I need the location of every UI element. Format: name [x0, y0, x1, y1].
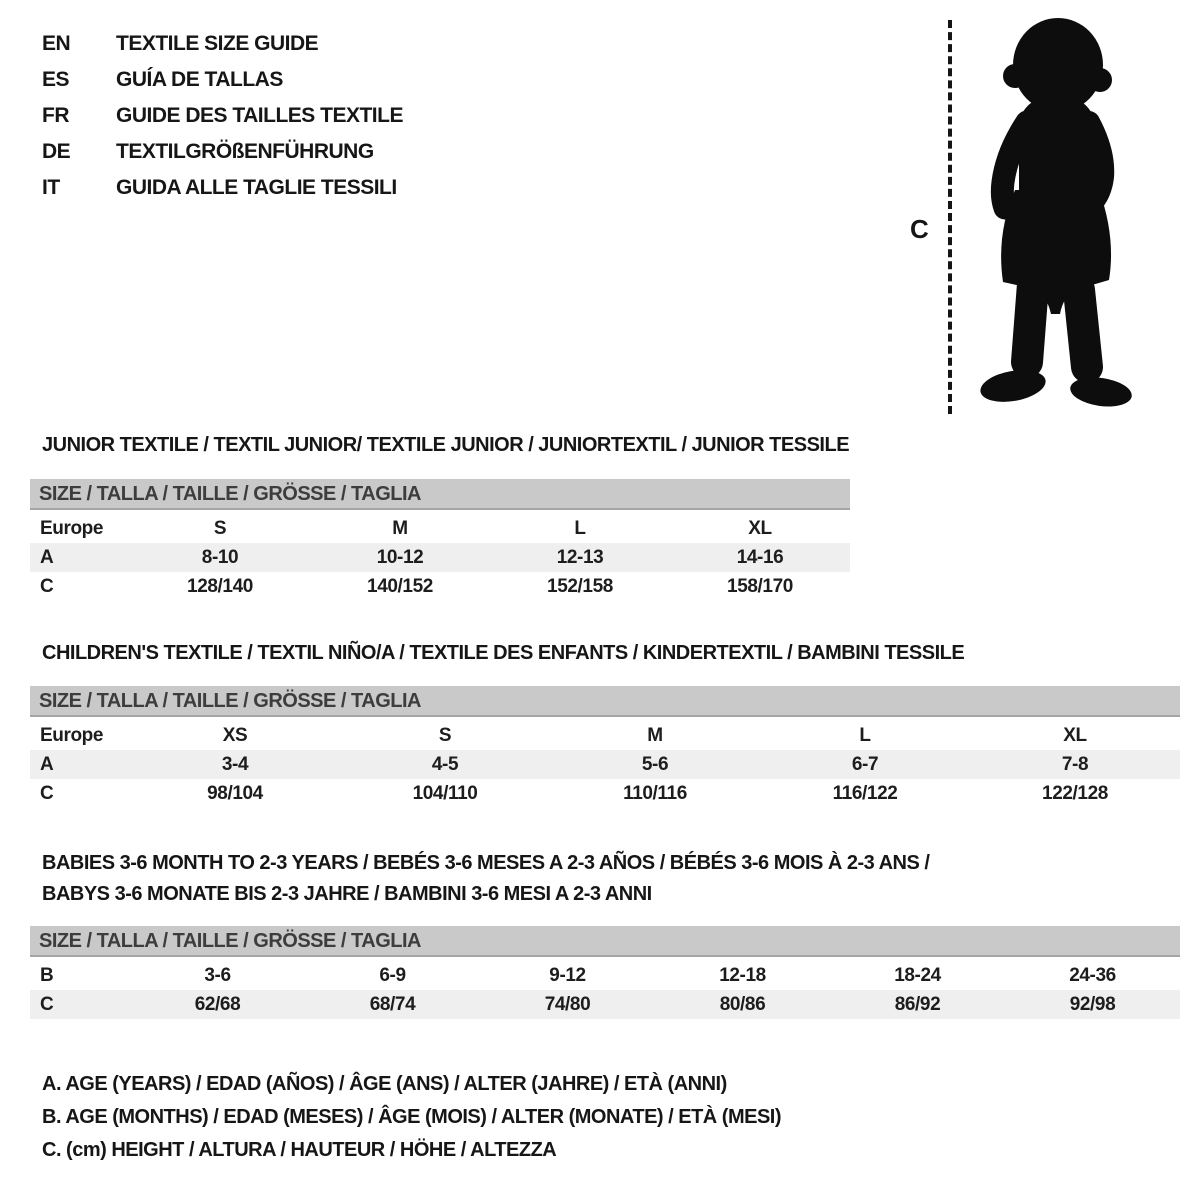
table-cell: 98/104 — [207, 782, 263, 804]
table-cell: 86/92 — [894, 993, 941, 1015]
size-header-bar: SIZE / TALLA / TAILLE / GRÖSSE / TAGLIA — [30, 926, 1180, 957]
table-cell: M — [647, 724, 663, 746]
height-measure-line — [948, 20, 952, 414]
language-row-de: DE TEXTILGRÖßENFÜHRUNG — [42, 134, 403, 170]
table-cell: 62/68 — [194, 993, 241, 1015]
children-table-block: SIZE / TALLA / TAILLE / GRÖSSE / TAGLIA … — [30, 686, 1180, 808]
legend-line-c: C. (cm) HEIGHT / ALTURA / HAUTEUR / HÖHE… — [42, 1139, 557, 1161]
row-label: Europe — [40, 724, 104, 746]
table-cell: 18-24 — [894, 964, 941, 986]
measurement-legend: A. AGE (YEARS) / EDAD (AÑOS) / ÂGE (ANS)… — [42, 1068, 782, 1167]
language-title: GUIDA ALLE TAGLIE TESSILI — [116, 176, 397, 199]
language-row-it: IT GUIDA ALLE TAGLIE TESSILI — [42, 170, 403, 206]
table-cell: 7-8 — [1061, 753, 1089, 775]
table-cell: 152/158 — [547, 575, 613, 597]
row-label: B — [40, 964, 54, 986]
table-row-height: C 62/68 68/74 74/80 80/86 86/92 92/98 — [30, 990, 1180, 1019]
table-cell: 74/80 — [544, 993, 591, 1015]
table-cell: 140/152 — [367, 575, 433, 597]
babies-heading-line2: BABYS 3-6 MONATE BIS 2-3 JAHRE / BAMBINI… — [42, 883, 652, 905]
legend-line-a: A. AGE (YEARS) / EDAD (AÑOS) / ÂGE (ANS)… — [42, 1073, 727, 1095]
children-size-table: Europe XS S M L XL A 3-4 4-5 5-6 6-7 7-8… — [30, 721, 1180, 808]
table-cell: 14-16 — [736, 546, 784, 568]
table-cell: 3-6 — [204, 964, 231, 986]
row-label: C — [40, 993, 54, 1015]
legend-line-b: B. AGE (MONTHS) / EDAD (MESES) / ÂGE (MO… — [42, 1106, 782, 1128]
table-cell: 6-9 — [379, 964, 406, 986]
height-measure-label: C — [910, 214, 929, 244]
babies-table-block: SIZE / TALLA / TAILLE / GRÖSSE / TAGLIA … — [30, 926, 1180, 1019]
table-cell: 3-4 — [221, 753, 249, 775]
language-row-es: ES GUÍA DE TALLAS — [42, 62, 403, 98]
table-cell: 12-18 — [719, 964, 766, 986]
table-cell: M — [392, 517, 408, 539]
table-row-height: C 128/140 140/152 152/158 158/170 — [30, 572, 850, 601]
language-code: DE — [42, 140, 71, 163]
babies-section-heading: BABIES 3-6 MONTH TO 2-3 YEARS / BEBÉS 3-… — [42, 848, 1162, 910]
table-row-height: C 98/104 104/110 110/116 116/122 122/128 — [30, 779, 1180, 808]
table-cell: 5-6 — [641, 753, 669, 775]
table-cell: 24-36 — [1069, 964, 1116, 986]
table-cell: 92/98 — [1069, 993, 1116, 1015]
table-cell: 104/110 — [412, 782, 478, 804]
row-label: C — [40, 782, 54, 804]
table-cell: 10-12 — [376, 546, 424, 568]
table-cell: 9-12 — [549, 964, 586, 986]
table-cell: L — [859, 724, 871, 746]
children-section-heading: CHILDREN'S TEXTILE / TEXTIL NIÑO/A / TEX… — [42, 642, 965, 664]
table-row-europe: Europe S M L XL — [30, 514, 850, 543]
table-row-months: B 3-6 6-9 9-12 12-18 18-24 24-36 — [30, 961, 1180, 990]
language-code: ES — [42, 68, 70, 91]
junior-table-block: SIZE / TALLA / TAILLE / GRÖSSE / TAGLIA … — [30, 479, 850, 601]
language-row-fr: FR GUIDE DES TAILLES TEXTILE — [42, 98, 403, 134]
table-row-age: A 3-4 4-5 5-6 6-7 7-8 — [30, 750, 1180, 779]
table-cell: 158/170 — [727, 575, 793, 597]
size-header-bar: SIZE / TALLA / TAILLE / GRÖSSE / TAGLIA — [30, 686, 1180, 717]
table-cell: S — [438, 724, 452, 746]
row-label: Europe — [40, 517, 104, 539]
table-cell: L — [574, 517, 586, 539]
language-code: IT — [42, 176, 60, 199]
table-row-age: A 8-10 10-12 12-13 14-16 — [30, 543, 850, 572]
table-cell: 80/86 — [719, 993, 766, 1015]
junior-section-heading: JUNIOR TEXTILE / TEXTIL JUNIOR/ TEXTILE … — [42, 434, 850, 456]
junior-size-table: Europe S M L XL A 8-10 10-12 12-13 14-16… — [30, 514, 850, 601]
table-cell: XS — [222, 724, 248, 746]
language-title: TEXTILE SIZE GUIDE — [116, 32, 319, 55]
babies-heading-line1: BABIES 3-6 MONTH TO 2-3 YEARS / BEBÉS 3-… — [42, 852, 930, 874]
table-cell: XL — [748, 517, 772, 539]
row-label: C — [40, 575, 54, 597]
table-cell: S — [213, 517, 227, 539]
table-cell: 110/116 — [623, 782, 687, 804]
table-cell: 122/128 — [1042, 782, 1108, 804]
babies-size-table: B 3-6 6-9 9-12 12-18 18-24 24-36 C 62/68… — [30, 961, 1180, 1019]
language-row-en: EN TEXTILE SIZE GUIDE — [42, 26, 403, 62]
language-title: GUIDE DES TAILLES TEXTILE — [116, 104, 403, 127]
toddler-silhouette-icon — [980, 18, 1132, 407]
table-cell: 116/122 — [832, 782, 898, 804]
table-cell: 4-5 — [431, 753, 459, 775]
language-title: GUÍA DE TALLAS — [116, 68, 283, 91]
language-title-list: EN TEXTILE SIZE GUIDE ES GUÍA DE TALLAS … — [42, 26, 403, 206]
table-cell: 128/140 — [187, 575, 253, 597]
language-code: EN — [42, 32, 71, 55]
table-cell: XL — [1063, 724, 1087, 746]
row-label: A — [40, 753, 54, 775]
language-title: TEXTILGRÖßENFÜHRUNG — [116, 140, 374, 163]
language-code: FR — [42, 104, 70, 127]
table-cell: 6-7 — [851, 753, 879, 775]
row-label: A — [40, 546, 54, 568]
table-cell: 68/74 — [369, 993, 416, 1015]
table-cell: 12-13 — [556, 546, 604, 568]
table-cell: 8-10 — [201, 546, 239, 568]
table-row-europe: Europe XS S M L XL — [30, 721, 1180, 750]
size-header-bar: SIZE / TALLA / TAILLE / GRÖSSE / TAGLIA — [30, 479, 850, 510]
